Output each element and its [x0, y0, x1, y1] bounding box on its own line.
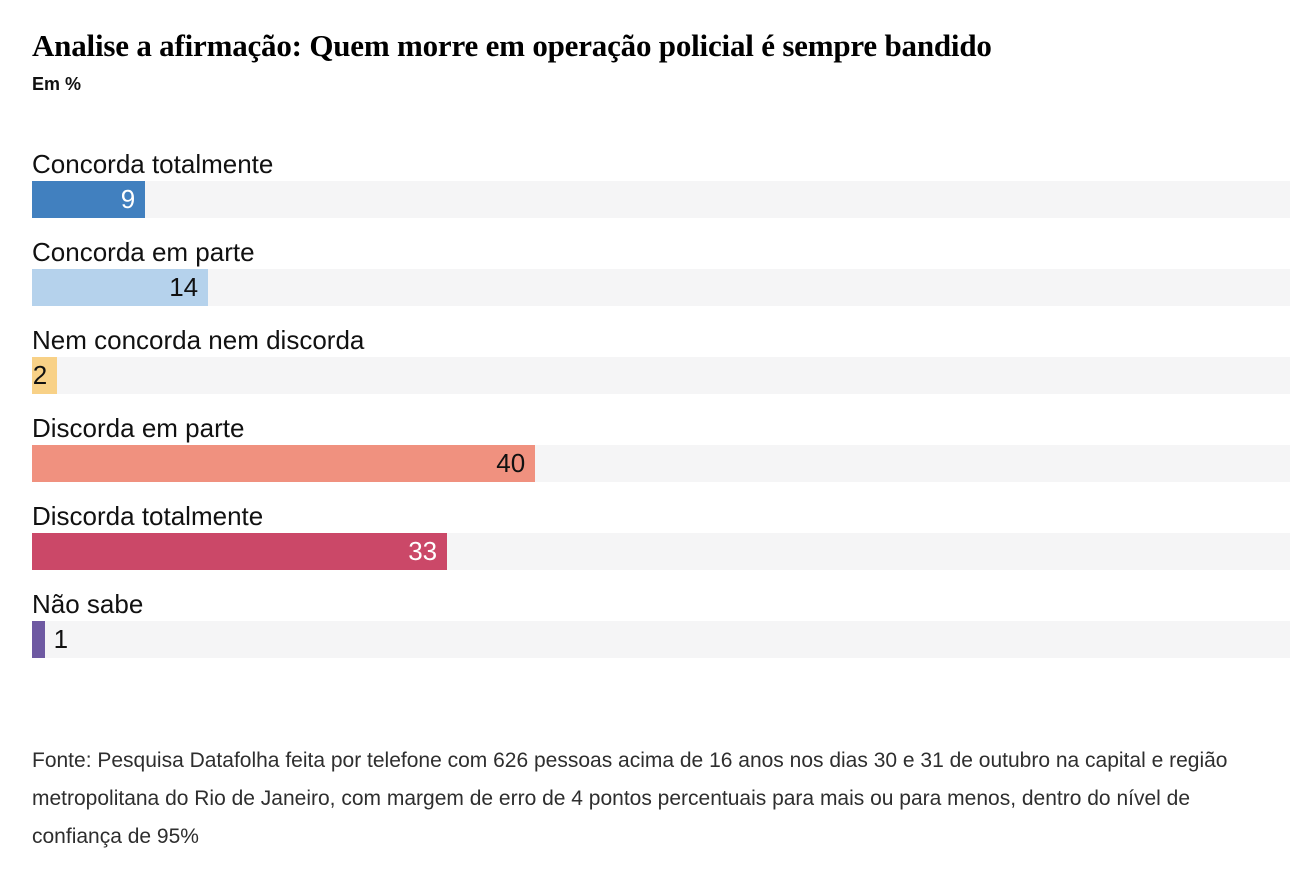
bar-label: Concorda em parte: [32, 236, 255, 267]
bar-label: Nem concorda nem discorda: [32, 324, 365, 355]
bar-label: Concorda totalmente: [32, 148, 274, 179]
bar-value: 33: [408, 536, 438, 567]
bar: 14: [32, 268, 209, 306]
bar-label: Discorda em parte: [32, 412, 245, 443]
bar: [32, 620, 45, 658]
bar-value: 40: [496, 448, 526, 479]
chart-page: Analise a afirmação: Quem morre em opera…: [32, 28, 1290, 848]
chart-row: Nem concorda nem discorda 2: [32, 325, 1290, 394]
bar: 33: [32, 532, 448, 570]
bar-track: 40: [32, 444, 1290, 482]
bar-track: 33: [32, 532, 1290, 570]
bar-value: 9: [120, 184, 136, 215]
bar-chart: Concorda totalmente 9 Concorda em parte 14 N…: [32, 149, 1290, 658]
chart-row: Concorda totalmente 9: [32, 149, 1290, 218]
bar-value: 14: [169, 272, 199, 303]
bar: 9: [32, 180, 146, 218]
bar-track: 1: [32, 620, 1290, 658]
source-note: Fonte: Pesquisa Datafolha feita por tele…: [32, 748, 1228, 848]
chart-row: Não sabe 1: [32, 589, 1290, 658]
bar-track: 14: [32, 268, 1290, 306]
chart-row: Discorda em parte 40: [32, 413, 1290, 482]
chart-title: Analise a afirmação: Quem morre em opera…: [32, 28, 992, 63]
bar-track: 9: [32, 180, 1290, 218]
bar-label: Discorda totalmente: [32, 500, 264, 531]
chart-unit-label: Em %: [32, 73, 82, 94]
bar: 40: [32, 444, 536, 482]
chart-row: Discorda totalmente 33: [32, 501, 1290, 570]
bar-label: Não sabe: [32, 588, 144, 619]
chart-row: Concorda em parte 14: [32, 237, 1290, 306]
bar-value: 1: [53, 624, 69, 655]
bar: 2: [32, 356, 58, 394]
bar-value: 2: [32, 360, 48, 391]
bar-track: 2: [32, 356, 1290, 394]
